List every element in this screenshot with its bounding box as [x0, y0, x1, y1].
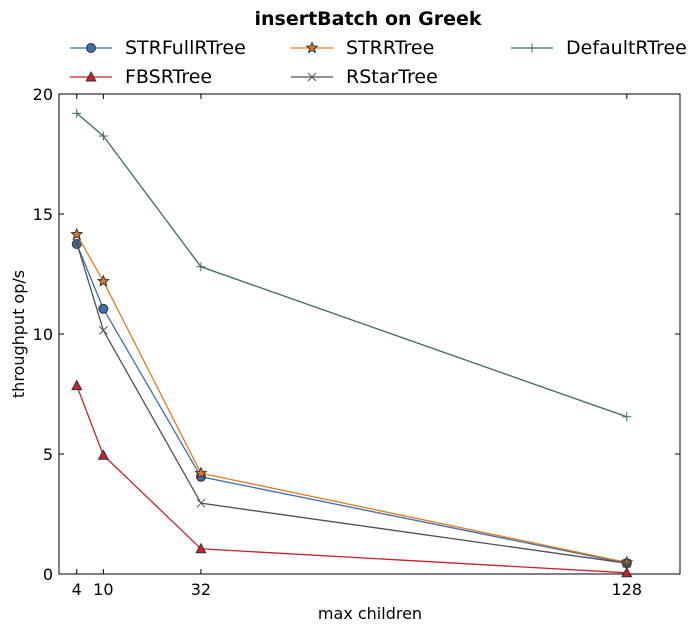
x-axis-label: max children [318, 604, 422, 623]
data-point-strrtree [620, 555, 634, 568]
legend-label: STRRTree [346, 37, 434, 59]
data-point-fbsrtree [621, 566, 633, 578]
legend-marker [85, 70, 97, 82]
data-point-defaultrtree [98, 131, 108, 141]
series-line-strfullrtree [76, 243, 627, 564]
data-point-rstartree [72, 238, 82, 248]
legend-label: FBSRTree [125, 66, 212, 88]
legend-label: STRFullRTree [125, 37, 246, 59]
data-point-strfullrtree [98, 303, 109, 314]
series-line-fbsrtree [76, 385, 627, 574]
y-tick-label: 15 [33, 205, 53, 224]
y-tick-label: 0 [43, 565, 53, 584]
y-tick-label: 20 [33, 85, 53, 104]
x-tick-label: 32 [191, 580, 211, 599]
legend-marker [307, 72, 317, 82]
y-tick-label: 5 [43, 445, 53, 464]
data-point-strrtree [70, 227, 84, 240]
legend-label: RStarTree [346, 66, 438, 88]
legend-marker [527, 43, 537, 53]
x-tick-label: 128 [611, 580, 642, 599]
series-line-defaultrtree [76, 112, 627, 418]
chart-title: insertBatch on Greek [254, 8, 481, 30]
data-point-strrtree [194, 466, 208, 479]
series-line-strrtree [76, 234, 627, 564]
data-point-fbsrtree [97, 449, 109, 460]
plot-area: 0 5 10 15 20 4 10 32 128 [33, 85, 681, 599]
series-line-rstartree [76, 242, 627, 564]
legend-label: DefaultRTree [566, 37, 687, 59]
data-point-defaultrtree [622, 412, 632, 422]
data-point-rstartree [196, 498, 206, 508]
y-tick-label: 10 [33, 325, 53, 344]
legend: STRFullRTree STRRTree DefaultRTree FBSRTree… [70, 37, 687, 88]
data-point-fbsrtree [195, 542, 207, 554]
x-tick-label: 10 [93, 580, 113, 599]
data-point-strrtree [96, 274, 110, 287]
legend-marker [305, 41, 319, 54]
data-point-rstartree [99, 326, 108, 335]
data-point-rstartree [622, 558, 632, 568]
legend-marker [86, 43, 96, 53]
y-axis-label: throughput op/s [9, 270, 28, 398]
data-point-fbsrtree [71, 379, 83, 391]
x-tick-label: 4 [72, 580, 82, 599]
data-point-defaultrtree [72, 108, 82, 118]
data-point-defaultrtree [196, 262, 206, 272]
